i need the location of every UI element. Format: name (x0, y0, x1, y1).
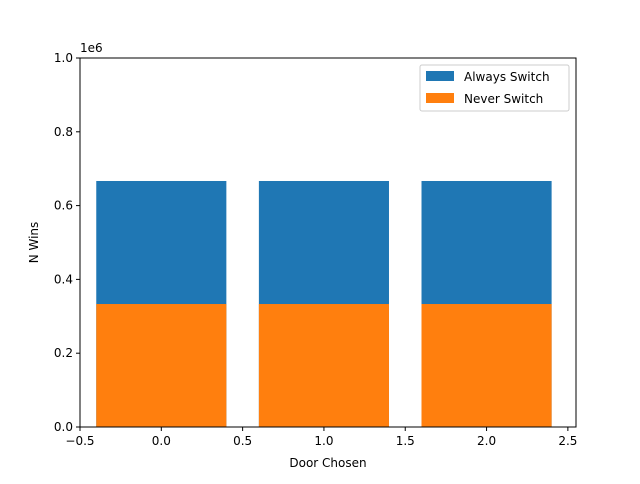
x-tick-label: 0.0 (152, 434, 171, 448)
y-tick-label: 0.4 (54, 272, 73, 286)
y-tick-label: 0.8 (54, 125, 73, 139)
bars-layer (96, 180, 552, 427)
y-axis-label: N Wins (27, 222, 41, 264)
x-tick-label: 1.5 (396, 434, 415, 448)
y-tick-label: 0.0 (54, 420, 73, 434)
bar-never-switch-door-0 (96, 304, 227, 427)
legend-swatch-never-switch (426, 93, 454, 103)
y-tick-label: 1.0 (54, 51, 73, 65)
x-tick-label: 2.0 (477, 434, 496, 448)
y-tick-label: 0.2 (54, 346, 73, 360)
legend-label-never-switch: Never Switch (464, 92, 543, 106)
x-tick-label: 1.0 (314, 434, 333, 448)
x-tick-label: −0.5 (65, 434, 94, 448)
legend-swatch-always-switch (426, 71, 454, 81)
x-axis-label: Door Chosen (289, 456, 366, 470)
y-axis-offset-label: 1e6 (80, 41, 103, 55)
legend: Always Switch Never Switch (419, 64, 570, 112)
x-tick-label: 0.5 (233, 434, 252, 448)
y-axis-ticks: 0.0 0.2 0.4 0.6 0.8 1.0 (54, 51, 80, 434)
x-axis-ticks: −0.5 0.0 0.5 1.0 1.5 2.0 2.5 (65, 427, 577, 448)
x-tick-label: 2.5 (558, 434, 577, 448)
bar-never-switch-door-2 (421, 304, 552, 427)
bar-never-switch-door-1 (258, 304, 389, 427)
plot-frame (79, 57, 577, 428)
legend-label-always-switch: Always Switch (464, 70, 550, 84)
legend-box (419, 64, 570, 112)
y-tick-label: 0.6 (54, 199, 73, 213)
